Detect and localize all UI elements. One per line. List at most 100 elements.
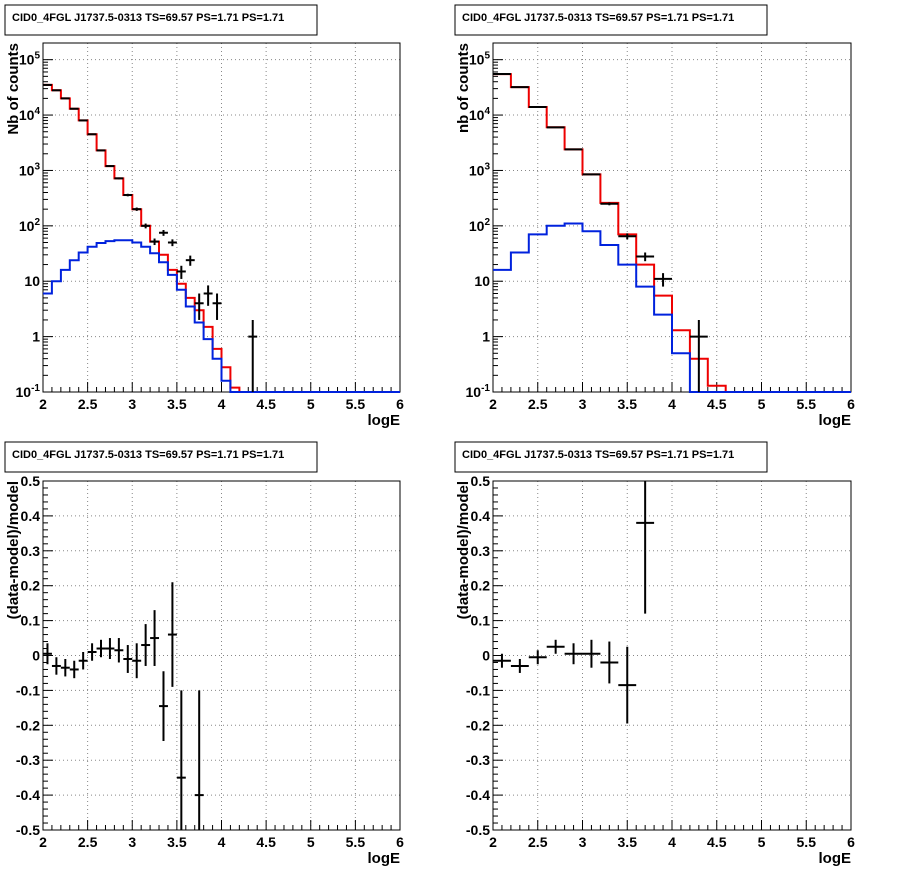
x-tick-label: 5 [307,834,315,850]
data-point [546,126,565,129]
residual-point [564,643,583,665]
y-tick-label: 1 [482,329,490,345]
y-tick-label: 0.1 [471,613,491,629]
residual-point [618,646,637,724]
data-point [78,119,88,122]
y-tick-label: 0.2 [471,578,491,594]
data-point [176,265,186,279]
residual-point [69,660,79,679]
residual-point [43,643,52,665]
residual-point [600,641,619,684]
y-tick-label: 104 [469,106,491,123]
x-tick-label: 4 [668,834,676,850]
y-tick-label: 0 [32,648,40,664]
x-tick-label: 6 [396,396,404,412]
y-tick-label: 0.2 [21,578,41,594]
chart-title: CID0_4FGL J1737.5-0313 TS=69.57 PS=1.71 … [12,12,284,24]
y-tick-label: 104 [19,106,41,123]
residual-point [582,639,601,668]
data-point [150,238,160,246]
x-tick-label: 4.5 [256,834,276,850]
title-box [454,441,768,473]
data-point [51,89,61,92]
y-tick-label: 105 [19,51,41,68]
residual-point [636,481,655,614]
y-tick-label: 103 [469,161,491,178]
x-tick-label: 2.5 [78,396,98,412]
panel-residual-right: CID0_4FGL J1737.5-0313 TS=69.57 PS=1.71 … [454,441,855,867]
y-tick-label: -0.3 [16,752,40,768]
residual-point [528,650,547,665]
y-tick-label: 0.3 [21,543,41,559]
residual-point [150,610,160,666]
y-tick-label: 0.3 [471,543,491,559]
y-tick-label: 0.5 [21,473,41,489]
x-tick-label: 4 [218,396,226,412]
data-point [185,255,195,266]
x-tick-label: 3 [579,834,587,850]
data-point [159,230,168,236]
x-axis-label: logE [368,412,401,429]
x-tick-label: 2 [39,396,47,412]
x-axis-label: logE [819,412,852,429]
title-box [4,4,318,36]
residual-point [105,638,115,659]
x-tick-label: 6 [847,834,855,850]
x-axis-label: logE [819,850,852,867]
data-point [43,83,52,86]
x-tick-label: 3 [128,834,136,850]
x-tick-label: 5.5 [797,396,817,412]
data-point [132,207,142,211]
x-tick-label: 2 [489,834,497,850]
y-tick-label: 105 [469,51,491,68]
x-tick-label: 6 [396,834,404,850]
residual-point [78,652,88,670]
panel-spectrum-left: CID0_4FGL J1737.5-0313 TS=69.57 PS=1.71 … [4,4,404,429]
x-tick-label: 3.5 [167,834,187,850]
residual-point [60,658,70,677]
y-tick-label: -0.4 [466,787,490,803]
x-tick-label: 5.5 [346,834,366,850]
data-point [564,148,583,151]
data-point [69,107,79,110]
y-axis-label: nb of counts [455,43,472,133]
y-axis-label: (data-model)/model [5,481,22,619]
data-point [123,193,133,197]
data-point [96,149,106,152]
data-point [636,252,655,262]
y-tick-label: -0.4 [16,787,40,803]
data-point [87,133,97,136]
y-tick-label: 1 [32,329,40,345]
x-tick-label: 3.5 [167,396,187,412]
data-point [689,319,708,392]
x-tick-label: 5 [758,834,766,850]
data-point [105,165,115,168]
data-point [600,202,619,206]
data-point [203,285,213,306]
y-tick-label: 102 [469,217,491,234]
y-tick-label: 10 [474,273,490,289]
x-tick-label: 4.5 [256,396,276,412]
x-tick-label: 4 [668,396,676,412]
data-point [114,177,124,180]
data-point [167,239,177,247]
y-tick-label: -0.1 [466,682,490,698]
chart-title: CID0_4FGL J1737.5-0313 TS=69.57 PS=1.71 … [462,449,734,461]
y-tick-label: 0.1 [21,613,41,629]
data-point [212,293,222,320]
residual-point [546,639,565,654]
residual-point [194,690,204,830]
data-point [194,293,204,320]
residual-point [123,645,133,673]
x-tick-label: 5 [307,396,315,412]
y-tick-label: 102 [19,217,41,234]
y-axis-label: Nb of counts [5,43,22,135]
residual-point [141,624,151,666]
y-tick-label: -0.1 [16,682,40,698]
x-tick-label: 3.5 [618,396,638,412]
y-tick-label: 0 [482,648,490,664]
source-model-histogram [493,222,851,393]
x-tick-label: 2 [39,834,47,850]
